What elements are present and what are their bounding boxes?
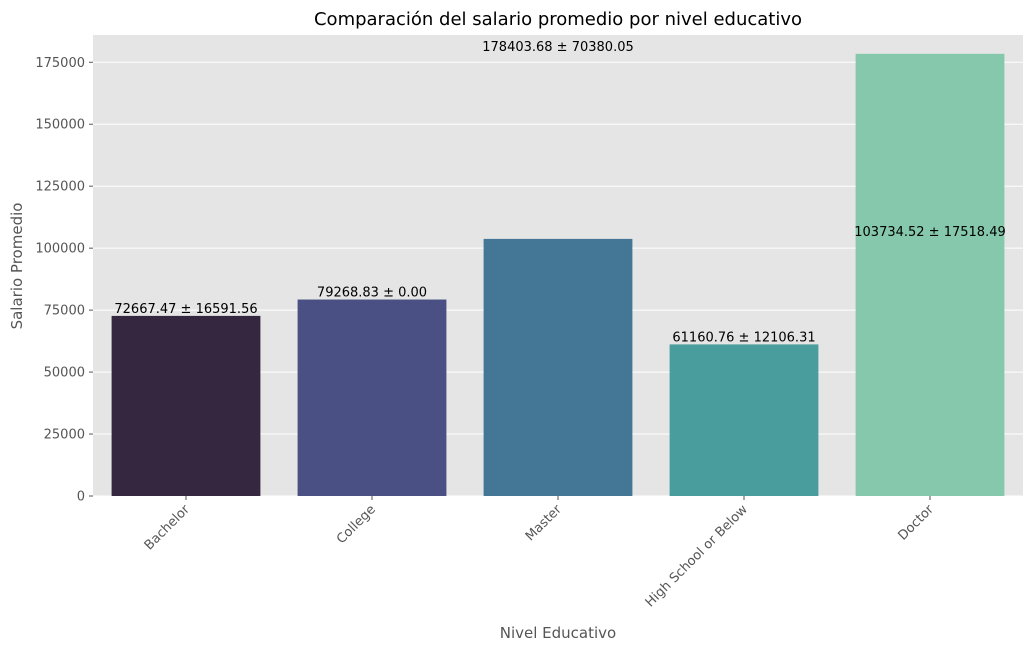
y-tick-label: 0 [77,490,85,505]
y-tick-label: 125000 [35,180,85,195]
data-label: 61160.76 ± 12106.31 [672,330,815,345]
x-tick-label: Bachelor [142,502,194,554]
y-tick-label: 100000 [35,242,85,257]
bar-college [297,299,447,496]
x-axis-label: Nivel Educativo [500,624,616,642]
x-tick-label: High School or Below [643,502,751,610]
data-label-layer: 72667.47 ± 16591.56 79268.83 ± 0.00 178403… [114,40,1005,346]
y-tick-layer: 0 25000 50000 75000 100000 125000 150000 175000 [35,56,93,505]
y-tick-label: 50000 [44,366,85,381]
y-tick-label: 150000 [35,118,85,133]
bar-layer [111,53,1005,497]
bar-doctor [855,53,1005,496]
y-tick-label: 25000 [44,428,85,443]
y-tick-label: 175000 [35,56,85,71]
data-label: 79268.83 ± 0.00 [317,286,427,301]
bar-high-school-or-below [669,344,819,496]
bar-master [483,238,633,497]
x-tick-label: Doctor [895,502,937,544]
x-tick-layer: Bachelor College Master High School or Belo… [142,496,937,610]
data-label: 103734.52 ± 17518.49 [854,225,1006,240]
bar-bachelor [111,315,261,496]
y-tick-label: 75000 [44,304,85,319]
chart-title: Comparación del salario promedio por niv… [314,9,802,30]
x-tick-label: Master [523,502,565,544]
data-label: 178403.68 ± 70380.05 [482,40,634,55]
y-axis-label: Salario Promedio [8,203,26,330]
data-label: 72667.47 ± 16591.56 [114,302,257,317]
x-tick-label: College [334,502,379,547]
